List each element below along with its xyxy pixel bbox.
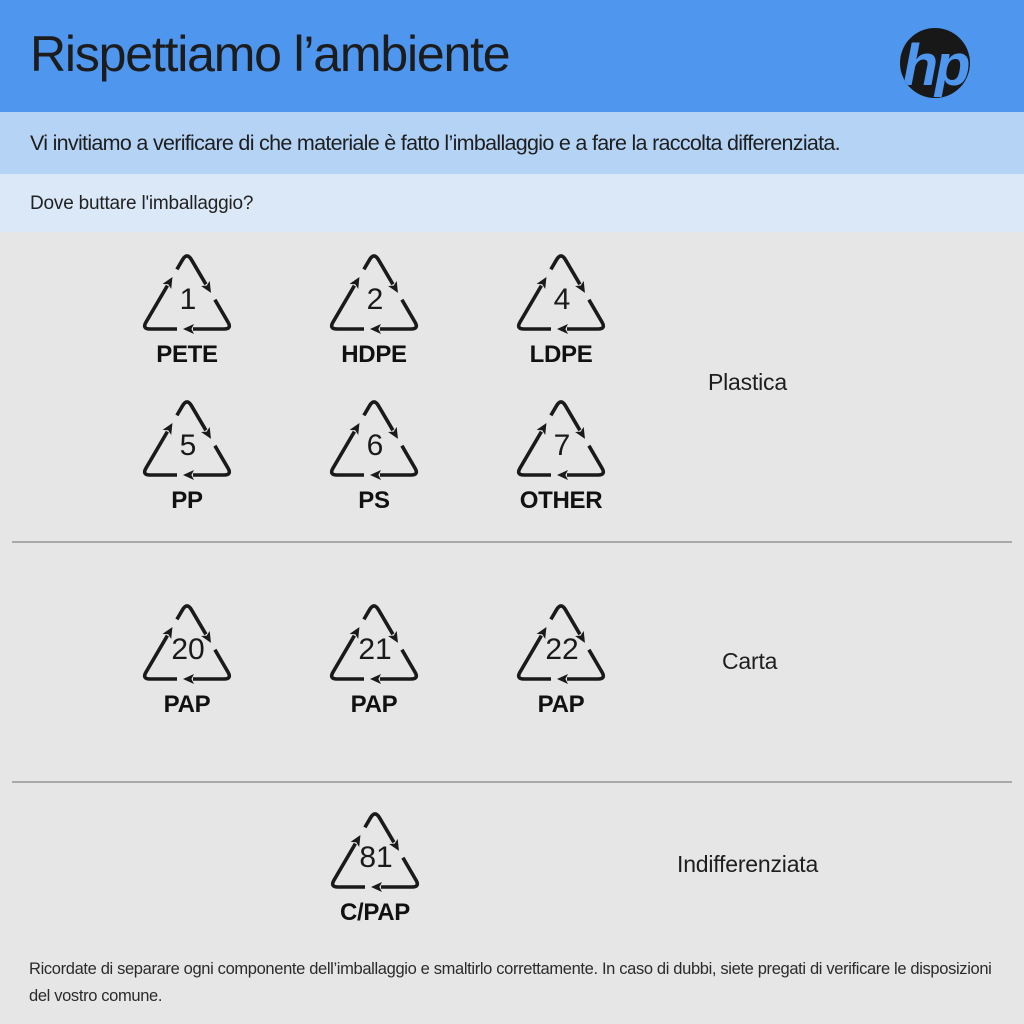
recycle-symbol-hdpe: 2 HDPE [324, 247, 424, 367]
symbol-label: PETE [156, 341, 218, 368]
category-label-carta: Carta [722, 648, 778, 674]
recycle-symbol-ps: 6 PS [324, 393, 424, 513]
recycle-symbol-pap-20: 20 PAP [137, 597, 237, 717]
symbol-label: PAP [163, 691, 211, 718]
paper-symbols-row: 20 PAP 21 PAP 22 PAP [137, 597, 611, 717]
recycle-symbol-cpap-81: 81 C/PAP [325, 805, 425, 925]
resin-code: 21 [358, 633, 391, 666]
symbol-label: LDPE [529, 341, 593, 368]
recycle-symbol-pap-22: 22 PAP [511, 597, 611, 717]
recycle-symbol-pap-21: 21 PAP [324, 597, 424, 717]
section-divider [12, 541, 1012, 543]
resin-code: 81 [359, 841, 392, 874]
symbol-label: OTHER [519, 487, 603, 514]
resin-code: 22 [545, 633, 578, 666]
header-band [0, 0, 1024, 112]
question-band [0, 174, 1024, 232]
resin-code: 2 [367, 283, 384, 316]
symbol-label: PS [358, 487, 390, 514]
recycling-triangle-icon: 5 [137, 393, 237, 485]
recycling-triangle-icon: 2 [324, 247, 424, 339]
symbol-label: PAP [350, 691, 398, 718]
resin-code: 20 [171, 633, 204, 666]
subheader-text: Vi invitiamo a verificare di che materia… [30, 131, 841, 155]
category-label-plastica: Plastica [708, 369, 787, 395]
resin-code: 7 [554, 429, 571, 462]
recycling-triangle-icon: 21 [324, 597, 424, 689]
page-title: Rispettiamo l’ambiente [30, 26, 511, 82]
hp-logo-text: hp [903, 33, 969, 98]
mixed-waste-symbols-row: 81 C/PAP [325, 805, 425, 925]
question-text: Dove buttare l'imballaggio? [30, 193, 254, 214]
recycle-symbol-other: 7 OTHER [511, 393, 611, 513]
recycle-symbol-pp: 5 PP [137, 393, 237, 513]
recycling-triangle-icon: 20 [137, 597, 237, 689]
plastic-symbols-row-1: 1 PETE 2 HDPE 4 LDPE [137, 247, 611, 367]
recycle-symbol-pete: 1 PETE [137, 247, 237, 367]
resin-code: 6 [367, 429, 384, 462]
recycle-symbol-ldpe: 4 LDPE [511, 247, 611, 367]
resin-code: 1 [180, 283, 197, 316]
category-label-indifferenziata: Indifferenziata [677, 851, 819, 877]
plastic-symbols-row-2: 5 PP 6 PS 7 OTHER [137, 393, 611, 513]
recycling-triangle-icon: 7 [511, 393, 611, 485]
symbol-label: PP [171, 487, 203, 514]
recycling-triangle-icon: 6 [324, 393, 424, 485]
recycling-triangle-icon: 1 [137, 247, 237, 339]
footer-note: Ricordate di separare ogni componente de… [29, 960, 992, 1005]
recycling-triangle-icon: 22 [511, 597, 611, 689]
symbol-label: PAP [537, 691, 585, 718]
recycling-triangle-icon: 81 [325, 805, 425, 897]
section-divider [12, 781, 1012, 783]
subheader-band [0, 112, 1024, 174]
symbol-label: HDPE [341, 341, 407, 368]
hp-logo-icon: hp [900, 28, 970, 98]
resin-code: 5 [180, 429, 197, 462]
resin-code: 4 [554, 283, 571, 316]
recycling-triangle-icon: 4 [511, 247, 611, 339]
symbol-label: C/PAP [339, 899, 411, 926]
